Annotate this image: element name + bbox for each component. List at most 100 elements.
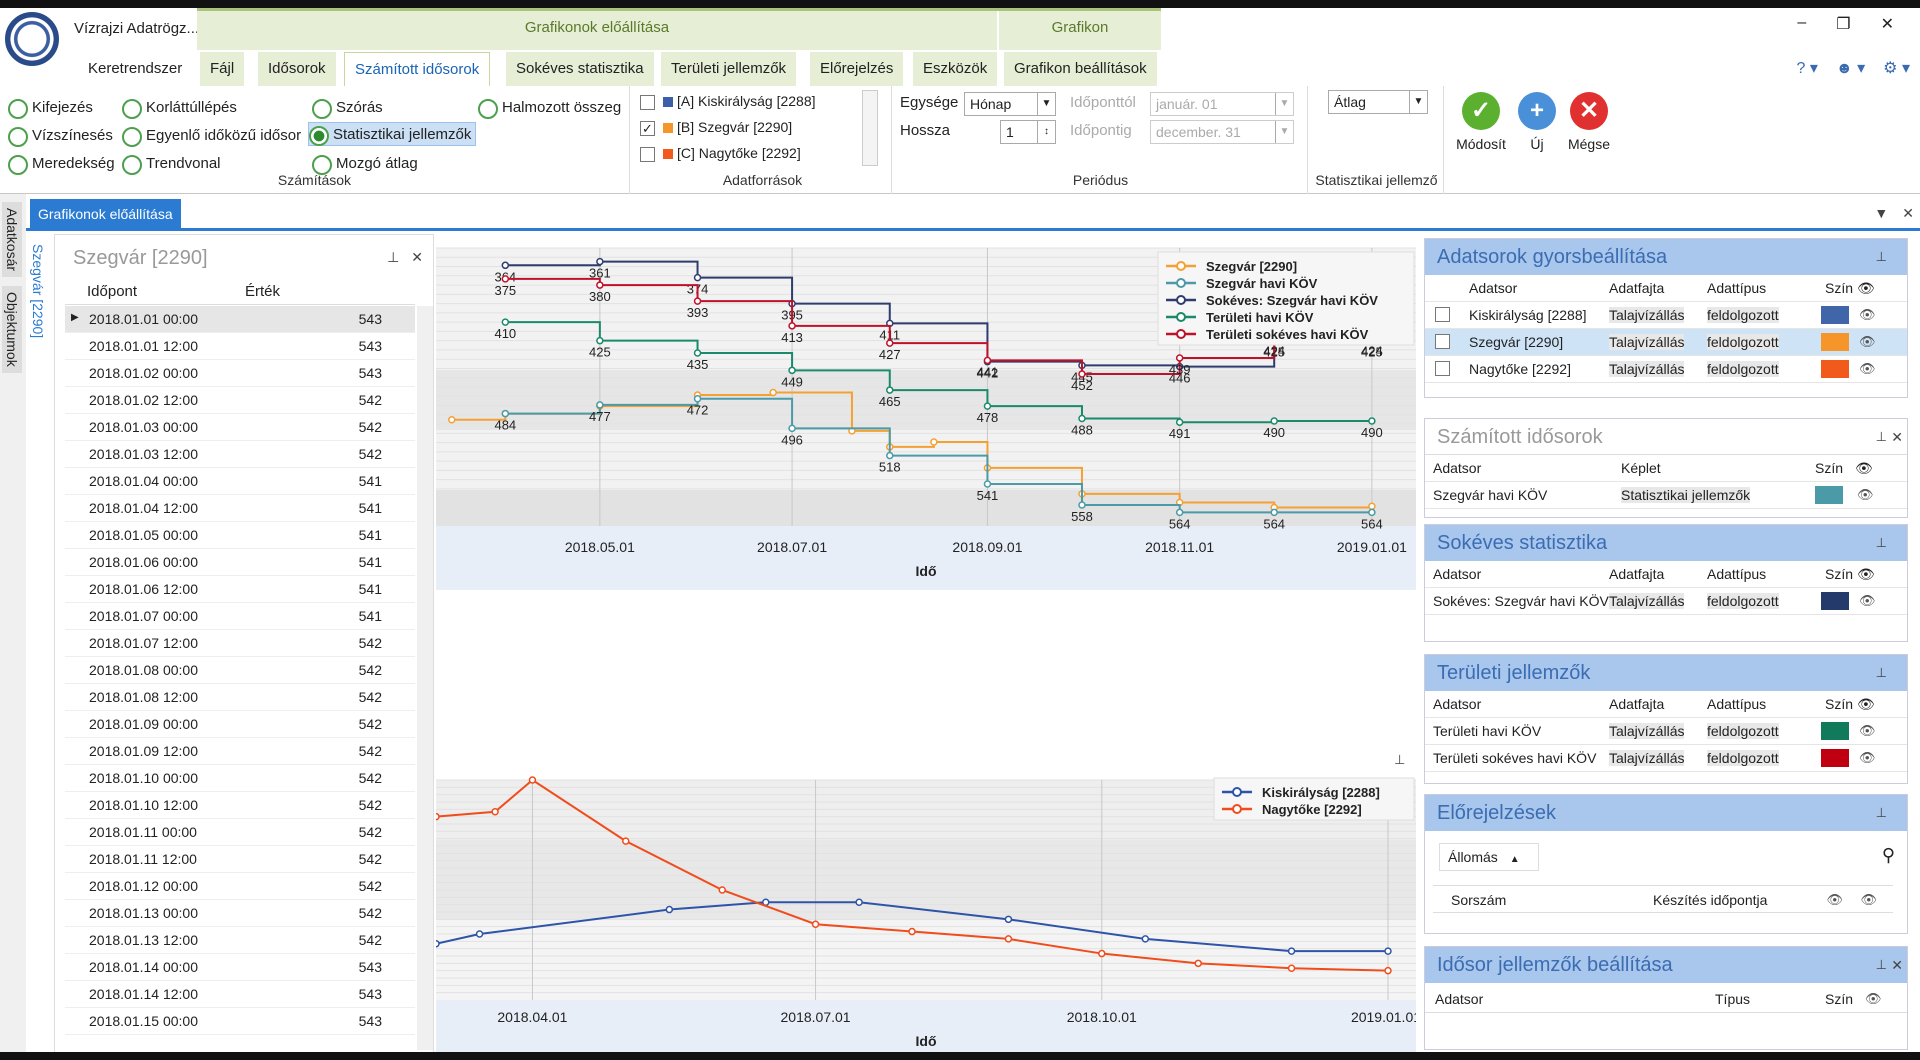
col-header[interactable]: Képlet (1621, 460, 1661, 476)
row-checkbox[interactable] (1435, 334, 1450, 349)
source-item-b[interactable]: ✓ [B] Szegvár [2290] (640, 116, 792, 138)
sources-scrollbar[interactable] (862, 90, 878, 166)
table-row[interactable]: 2018.01.06 12:00 541 (65, 576, 415, 603)
table-row[interactable]: 2018.01.08 12:00 542 (65, 684, 415, 711)
pin-icon[interactable]: ⊥ (1875, 805, 1887, 820)
station-filter[interactable]: Állomás ▲ (1439, 843, 1539, 871)
color-swatch[interactable] (1821, 333, 1849, 351)
col-value-header[interactable]: Érték (245, 283, 281, 300)
tab-idosorok[interactable]: Idősorok (258, 52, 336, 86)
table-row[interactable]: 2018.01.09 00:00 542 (65, 711, 415, 738)
close-icon[interactable]: ✕ (1902, 205, 1914, 221)
col-header[interactable]: Adatsor (1433, 460, 1482, 476)
unit-select[interactable]: Hónap ▼ (964, 92, 1056, 116)
radio-meredekseg[interactable]: Meredekség (8, 152, 115, 176)
table-row[interactable]: 2018.01.11 12:00 542 (65, 846, 415, 873)
eye-icon[interactable]: 👁 (1859, 593, 1876, 608)
col-header[interactable]: Adatsor (1469, 280, 1518, 296)
source-checkbox-b[interactable]: ✓ (640, 120, 655, 136)
color-swatch[interactable] (1821, 592, 1849, 610)
table-row[interactable]: 2018.01.13 00:00 542 (65, 900, 415, 927)
tab-eszkozok[interactable]: Eszközök (913, 52, 998, 86)
col-header[interactable]: Adatfajta (1609, 280, 1665, 296)
tab-fajl[interactable]: Fájl (200, 52, 245, 86)
modify-button[interactable]: ✓ Módosít (1452, 90, 1510, 152)
tab-grafikon-beallitasok[interactable]: Grafikon beállítások (1004, 52, 1157, 86)
eye-icon[interactable]: 👁 (1859, 361, 1876, 376)
restore-icon[interactable]: ❐ (1836, 16, 1851, 33)
radio-statisztikai-jellemzok[interactable]: Statisztikai jellemzők (308, 122, 477, 146)
stepper-icon[interactable]: ↕ (1037, 121, 1055, 143)
col-header[interactable]: 👁 (1857, 280, 1875, 296)
table-row[interactable]: Szegvár havi KÖV Statisztikai jellemzők 👁 (1425, 482, 1907, 509)
col-header[interactable]: Adattípus (1707, 280, 1767, 296)
table-row[interactable]: Kiskirályság [2288] Talajvízállás feldolgo… (1425, 302, 1907, 329)
length-stepper[interactable]: 1 ↕ (1000, 120, 1056, 144)
col-header[interactable]: Szín (1825, 280, 1854, 296)
table-row[interactable]: 2018.01.11 00:00 542 (65, 819, 415, 846)
side-tab-objektumok[interactable]: Objektumok (2, 286, 22, 373)
col-header[interactable]: 👁 (1857, 696, 1875, 712)
cancel-button[interactable]: ✕ Mégse (1560, 90, 1618, 152)
eye-icon[interactable]: 👁 (1859, 723, 1876, 738)
forecast-col-keszites[interactable]: Készítés időpontja (1653, 892, 1768, 908)
row-checkbox[interactable] (1435, 361, 1450, 376)
table-row[interactable]: 2018.01.13 12:00 542 (65, 927, 415, 954)
from-select[interactable]: január. 01 ▼ (1150, 92, 1294, 116)
user-icon[interactable]: ☻ ▾ (1835, 60, 1866, 77)
vertical-panel-tab[interactable]: Szegvár [2290] (30, 234, 52, 1060)
eye-icon[interactable]: 👁 (1865, 991, 1882, 1006)
side-tab-adatkosar[interactable]: Adatkosár (2, 202, 22, 278)
table-row[interactable]: 2018.01.15 00:00 543 (65, 1008, 415, 1035)
col-header[interactable]: Adatfajta (1609, 566, 1665, 582)
col-adatsor[interactable]: Adatsor (1435, 991, 1484, 1007)
table-row[interactable]: 2018.01.03 00:00 542 (65, 414, 415, 441)
eye-icon[interactable]: 👁 (1859, 307, 1876, 322)
to-select[interactable]: december. 31 ▼ (1150, 120, 1294, 144)
color-swatch[interactable] (1821, 749, 1849, 767)
pin-icon[interactable]: ⊥ (1875, 429, 1887, 444)
eye-icon[interactable]: 👁 (1860, 892, 1877, 907)
source-checkbox-c[interactable] (640, 146, 655, 162)
table-row[interactable]: 2018.01.05 00:00 541 (65, 522, 415, 549)
col-header[interactable]: Adatfajta (1609, 696, 1665, 712)
table-row[interactable]: 2018.01.12 00:00 542 (65, 873, 415, 900)
col-header[interactable]: Adatsor (1433, 696, 1482, 712)
table-row[interactable]: 2018.01.02 12:00 542 (65, 387, 415, 414)
close-icon[interactable]: ✕ (1891, 957, 1903, 973)
help-icon[interactable]: ? ▾ (1796, 60, 1818, 77)
table-row[interactable]: 2018.01.06 00:00 541 (65, 549, 415, 576)
eye-icon[interactable]: 👁 (1826, 892, 1843, 907)
document-tab[interactable]: Grafikonok előállítása (30, 199, 181, 229)
table-row[interactable]: Nagytőke [2292] Talajvízállás feldolgozott… (1425, 356, 1907, 383)
color-swatch[interactable] (1815, 486, 1843, 504)
table-row[interactable]: 2018.01.04 12:00 541 (65, 495, 415, 522)
eye-icon[interactable]: 👁 (1859, 750, 1876, 765)
col-tipus[interactable]: Típus (1715, 991, 1751, 1007)
radio-trendvonal[interactable]: Trendvonal (122, 152, 221, 176)
table-row[interactable]: 2018.01.02 00:00 543 (65, 360, 415, 387)
color-swatch[interactable] (1821, 306, 1849, 324)
col-header[interactable]: 👁 (1855, 460, 1873, 476)
table-row[interactable]: 2018.01.07 12:00 542 (65, 630, 415, 657)
close-icon[interactable]: ✕ (1891, 429, 1903, 445)
new-button[interactable]: + Új (1508, 90, 1566, 152)
close-icon[interactable]: ✕ (411, 249, 423, 265)
source-checkbox-a[interactable] (640, 94, 655, 110)
radio-kifejezes[interactable]: Kifejezés (8, 96, 93, 120)
dropdown-icon[interactable]: ▼ (1874, 205, 1889, 221)
radio-halmozott-osszeg[interactable]: Halmozott összeg (478, 96, 621, 120)
table-row[interactable]: 2018.01.14 00:00 543 (65, 954, 415, 981)
table-row[interactable]: Sokéves: Szegvár havi KÖV Talajvízállás fe… (1425, 588, 1907, 615)
col-header[interactable]: Szín (1825, 696, 1854, 712)
source-item-a[interactable]: [A] Kiskirályság [2288] (640, 90, 816, 112)
tab-szamitott-idosorok[interactable]: Számított idősorok (344, 52, 491, 86)
col-time-header[interactable]: Időpont (87, 283, 138, 300)
minimize-icon[interactable]: – (1797, 14, 1807, 31)
radio-szoras[interactable]: Szórás (312, 96, 383, 120)
search-icon[interactable]: ⚲ (1881, 845, 1895, 865)
table-row[interactable]: 2018.01.08 00:00 542 (65, 657, 415, 684)
tab-keretrendszer[interactable]: Keretrendszer (88, 60, 183, 77)
color-swatch[interactable] (1821, 360, 1849, 378)
pin-icon[interactable]: ⊥ (1875, 249, 1887, 264)
